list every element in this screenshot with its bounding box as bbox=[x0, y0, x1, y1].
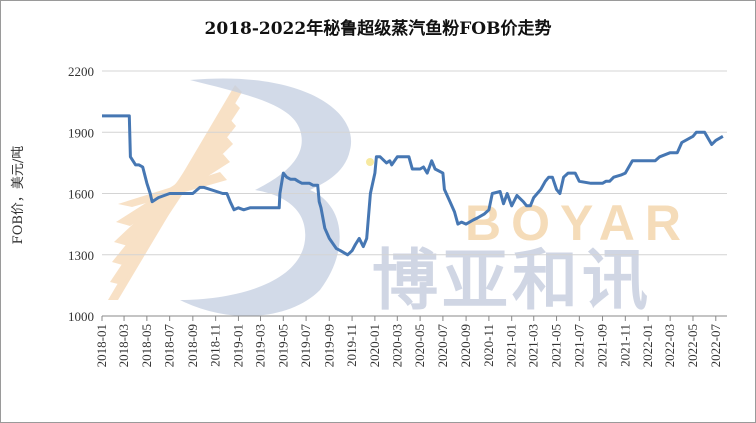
x-tick-label: 2021-01 bbox=[504, 324, 519, 367]
x-tick-label: 2018-01 bbox=[94, 324, 109, 367]
y-axis-label: FOB价，美元/吨 bbox=[11, 146, 26, 245]
y-tick-label: 1600 bbox=[68, 187, 94, 202]
x-axis: 2018-01 2018-03 2018-05 2018-07 2018-09 2018-… bbox=[94, 316, 723, 367]
x-tick-label: 2020-07 bbox=[435, 324, 450, 368]
x-tick-label: 2022-03 bbox=[662, 324, 677, 367]
x-tick-label: 2022-07 bbox=[708, 324, 723, 368]
watermark-boyar-text: BOYAR bbox=[465, 195, 691, 251]
x-tick-label: 2019-07 bbox=[298, 324, 313, 368]
x-tick-label: 2021-03 bbox=[526, 324, 541, 367]
x-tick-label: 2021-09 bbox=[595, 324, 610, 367]
x-tick-label: 2021-05 bbox=[549, 324, 564, 367]
y-tick-label: 1300 bbox=[68, 248, 94, 263]
y-axis: 1000 1300 1600 1900 2200 bbox=[68, 64, 94, 324]
x-tick-label: 2019-03 bbox=[252, 324, 267, 367]
x-tick-label: 2018-05 bbox=[139, 324, 154, 367]
x-tick-label: 2020-05 bbox=[412, 324, 427, 367]
x-tick-label: 2022-05 bbox=[685, 324, 700, 367]
x-tick-label: 2021-11 bbox=[617, 324, 632, 367]
x-tick-label: 2019-09 bbox=[321, 324, 336, 367]
x-tick-label: 2021-07 bbox=[571, 324, 586, 368]
x-tick-label: 2020-11 bbox=[481, 324, 496, 367]
y-tick-label: 1900 bbox=[68, 125, 94, 140]
x-tick-label: 2020-01 bbox=[367, 324, 382, 367]
x-tick-label: 2019-05 bbox=[275, 324, 290, 367]
x-tick-label: 2019-01 bbox=[230, 324, 245, 367]
watermark-chinese-text: 博亚和讯 bbox=[372, 242, 652, 319]
x-tick-label: 2018-03 bbox=[116, 324, 131, 367]
chart-title: 2018-2022年秘鲁超级蒸汽鱼粉FOB价走势 bbox=[204, 19, 552, 39]
x-tick-label: 2020-09 bbox=[458, 324, 473, 367]
x-tick-label: 2022-01 bbox=[640, 324, 655, 367]
y-tick-label: 2200 bbox=[68, 64, 94, 79]
y-tick-label: 1000 bbox=[68, 309, 94, 324]
watermark-b-shape bbox=[180, 78, 352, 317]
x-tick-label: 2019-11 bbox=[344, 324, 359, 367]
watermark-logo bbox=[108, 78, 374, 317]
gridlines bbox=[102, 70, 727, 317]
x-tick-label: 2018-11 bbox=[208, 324, 223, 367]
x-tick-label: 2020-03 bbox=[389, 324, 404, 367]
x-tick-label: 2018-09 bbox=[185, 324, 200, 367]
series-line-fob-price bbox=[102, 114, 724, 257]
x-tick-label: 2018-07 bbox=[162, 324, 177, 368]
watermark-dot bbox=[366, 158, 374, 166]
